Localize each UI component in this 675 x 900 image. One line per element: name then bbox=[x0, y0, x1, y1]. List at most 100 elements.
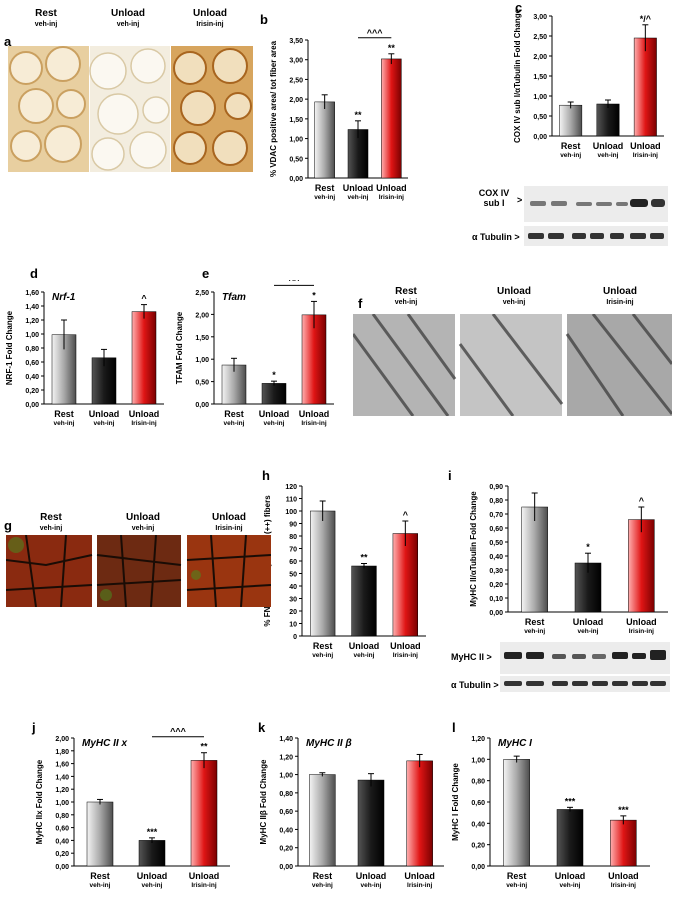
b-bracket-label: ^^^ bbox=[367, 28, 384, 38]
h-tick-label: 10 bbox=[289, 622, 297, 629]
h-tick-label: 80 bbox=[289, 534, 297, 541]
i-myhc-label: MyHC II > bbox=[451, 652, 492, 662]
e-y-label: TFAM Fold Change bbox=[175, 311, 184, 384]
f-label-unload: Unload veh-inj bbox=[497, 286, 531, 306]
j-tick-label: 1,40 bbox=[55, 774, 69, 781]
h-tick-label: 30 bbox=[289, 597, 297, 604]
i-tick-label: 0,70 bbox=[489, 512, 503, 519]
k-tick-label: 1,20 bbox=[279, 754, 293, 761]
i-tick-label: 0,50 bbox=[489, 540, 503, 547]
h-tick-label: 50 bbox=[289, 572, 297, 579]
h-tick-label: 60 bbox=[289, 559, 297, 566]
j-group-label: Unload bbox=[189, 871, 220, 881]
a-label-irisin: Unload Irisin-inj bbox=[193, 8, 227, 28]
e-tick-label: 2,50 bbox=[195, 290, 209, 297]
chart-b: 0,00 0,50 1,00 1,50 2,00 2,50 3,00 3,50 % VDAC p… bbox=[269, 28, 408, 201]
b-tick-label: 0,50 bbox=[289, 156, 303, 163]
k-title: MyHC II β bbox=[306, 738, 352, 749]
d-tick-label: 0,60 bbox=[25, 360, 39, 367]
l-group-sublabel: veh-inj bbox=[506, 882, 527, 889]
i-group-label: Rest bbox=[525, 617, 545, 627]
l-tick-label: 0,80 bbox=[471, 779, 485, 786]
h-tick-label: 70 bbox=[289, 547, 297, 554]
a-label-rest: Rest veh-inj bbox=[34, 8, 58, 28]
d-tick-label: 1,40 bbox=[25, 304, 39, 311]
k-group-label: Rest bbox=[313, 871, 333, 881]
d-title: Nrf-1 bbox=[52, 292, 76, 303]
i-group-label: Unload bbox=[573, 617, 604, 627]
j-tick-label: 1,80 bbox=[55, 749, 69, 756]
panel-letter-c: c bbox=[515, 0, 523, 15]
i-tubulin-label: α Tubulin > bbox=[451, 680, 499, 690]
panel-letter-k: k bbox=[258, 720, 266, 735]
j-title: MyHC II x bbox=[82, 738, 127, 749]
g-label-irisin: Unload Irisin-inj bbox=[212, 512, 246, 532]
chart-d: 0,00 0,20 0,40 0,60 0,80 1,00 1,20 1,40 1,60 NRF-… bbox=[5, 290, 164, 427]
e-bracket-label: ^^ bbox=[289, 280, 300, 285]
chart-c: 0,00 0,50 1,00 1,50 2,00 2,50 3,00 COX IV sub I… bbox=[513, 8, 664, 159]
fluorescence-micrographs bbox=[6, 535, 271, 607]
j-bar bbox=[86, 801, 114, 867]
j-significance: ** bbox=[200, 742, 208, 752]
h-tick-label: 110 bbox=[286, 497, 297, 504]
k-group-label: Unload bbox=[404, 871, 435, 881]
c-group-sublabel: veh-inj bbox=[560, 152, 581, 159]
j-tick-label: 2,00 bbox=[55, 736, 69, 743]
cox-blot-arrow: > bbox=[517, 195, 523, 205]
l-y-label: MyHC I Fold Change bbox=[451, 763, 460, 841]
i-tubulin-blot bbox=[500, 676, 670, 692]
i-bar bbox=[521, 506, 548, 613]
c-tick-label: 0,00 bbox=[533, 134, 547, 141]
l-group-label: Unload bbox=[555, 871, 586, 881]
b-group-label: Unload bbox=[343, 183, 374, 193]
j-tick-label: 1,20 bbox=[55, 787, 69, 794]
b-tick-label: 0,00 bbox=[289, 176, 303, 183]
b-group-label: Unload bbox=[376, 183, 407, 193]
e-significance: * bbox=[272, 370, 276, 380]
j-bar bbox=[190, 760, 218, 867]
e-tick-label: 0,00 bbox=[195, 402, 209, 409]
k-tick-label: 0,40 bbox=[279, 827, 293, 834]
d-y-label: NRF-1 Fold Change bbox=[5, 310, 14, 385]
h-bar bbox=[310, 510, 336, 637]
j-group-sublabel: Irisin-inj bbox=[191, 882, 216, 889]
b-tick-label: 2,50 bbox=[289, 77, 303, 84]
j-bar bbox=[138, 840, 166, 867]
h-bar bbox=[351, 565, 377, 637]
chart-k: 0,00 0,20 0,40 0,60 0,80 1,00 1,20 1,40 MyHC IIβ… bbox=[259, 736, 444, 889]
l-group-label: Unload bbox=[608, 871, 639, 881]
panel-letter-b: b bbox=[260, 12, 268, 27]
h-tick-label: 100 bbox=[285, 509, 297, 516]
e-title: Tfam bbox=[222, 292, 246, 303]
e-bar bbox=[301, 314, 327, 405]
c-group-sublabel: Irisin-inj bbox=[633, 152, 658, 159]
k-group-sublabel: Irisin-inj bbox=[407, 882, 432, 889]
d-bar bbox=[131, 311, 157, 405]
b-tick-label: 2,00 bbox=[289, 97, 303, 104]
h-significance: ** bbox=[360, 553, 368, 563]
c-tubulin-blot bbox=[524, 226, 668, 246]
h-tick-label: 20 bbox=[289, 609, 297, 616]
l-significance: *** bbox=[565, 796, 576, 806]
d-group-label: Unload bbox=[129, 409, 160, 419]
l-group-sublabel: veh-inj bbox=[560, 882, 581, 889]
e-group-sublabel: Irisin-inj bbox=[301, 420, 326, 427]
i-group-label: Unload bbox=[626, 617, 657, 627]
h-significance: ^ bbox=[403, 510, 409, 520]
panel-letter-e: e bbox=[202, 266, 210, 281]
l-tick-label: 0,20 bbox=[471, 843, 485, 850]
l-tick-label: 1,00 bbox=[471, 757, 485, 764]
l-tick-label: 0,40 bbox=[471, 821, 485, 828]
chart-e: 0,00 0,50 1,00 1,50 2,00 2,50 TFAM Fold Change… bbox=[175, 280, 334, 427]
cox-blot-label: COX IV sub I bbox=[478, 188, 510, 208]
k-tick-label: 1,40 bbox=[279, 736, 293, 743]
h-tick-label: 40 bbox=[289, 584, 297, 591]
d-tick-label: 1,20 bbox=[25, 318, 39, 325]
myhc-blot-image bbox=[500, 642, 670, 674]
e-group-sublabel: veh-inj bbox=[224, 420, 245, 427]
panel-letter-f: f bbox=[358, 296, 363, 311]
j-group-label: Unload bbox=[137, 871, 168, 881]
j-tick-label: 1,00 bbox=[55, 800, 69, 807]
b-tick-label: 3,00 bbox=[289, 58, 303, 65]
